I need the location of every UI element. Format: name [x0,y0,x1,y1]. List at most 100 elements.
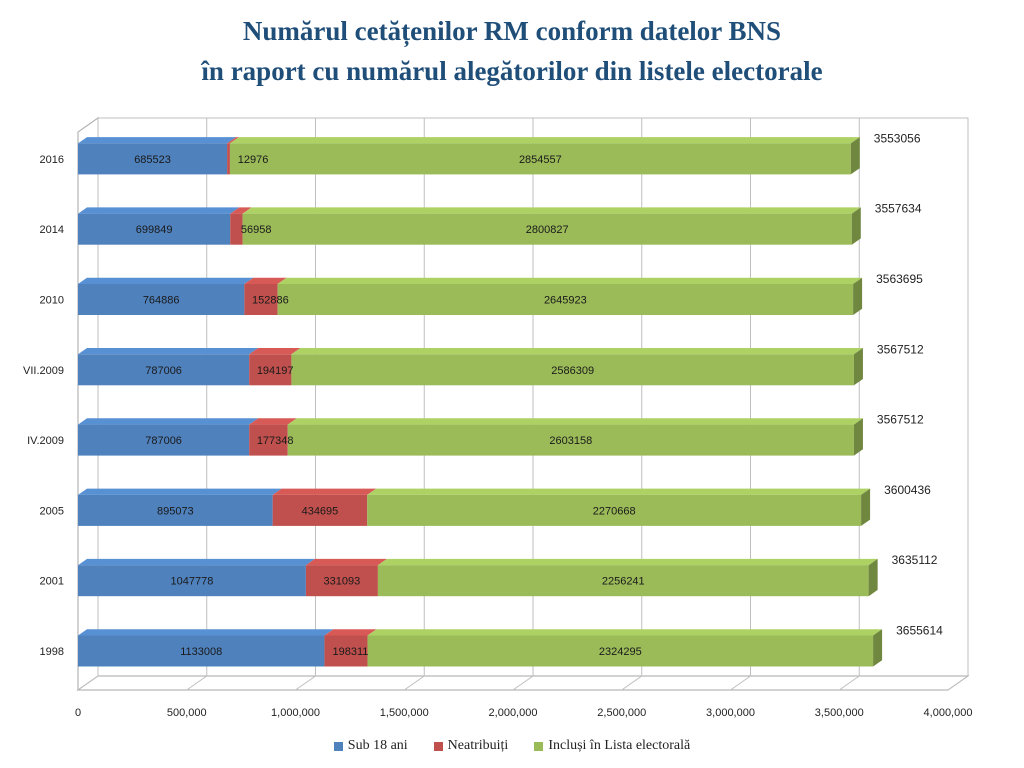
bar-top [229,137,860,144]
bar-top [242,207,861,214]
bar-top [78,629,334,636]
legend-label-inclusi: Incluși în Lista electorală [548,738,691,753]
x-tick-label: 1,000,000 [271,707,320,719]
bar-end-cap [868,558,878,597]
bar-segment [230,213,243,245]
bar-segment [227,143,230,175]
legend-label-neatribuiti: Neatribuiți [447,738,509,753]
chart-title-line-2: în raport cu numărul alegătorilor din li… [201,56,823,86]
bar-segment [249,354,292,386]
bar-segment [78,354,250,386]
gridline-floor [838,675,860,691]
bar-value-label: 787006 [145,365,182,377]
bar-total-label: 3600436 [884,483,931,497]
legend-swatch-sub18 [333,741,343,751]
bar-top [287,418,863,425]
bar-top [367,629,883,636]
y-category-label: IV.2009 [27,435,64,447]
bar-value-label: 331093 [324,576,361,588]
bar-top [249,348,301,355]
bar-top [78,207,240,214]
stacked-bar-chart: 0 500,000 1,000,000 1,500,000 2,000,000 2,500… [23,117,973,719]
bar-top [78,277,254,284]
bar-value-label: 1047778 [171,576,214,588]
x-tick-label: 0 [75,707,81,719]
bar-segment [78,494,273,526]
y-category-label: 2016 [40,154,64,166]
bar-total-label: 3567512 [877,413,924,427]
bar-segment [287,424,854,456]
legend-item-sub18: Sub 18 ani [333,738,408,754]
y-category-label: 1998 [40,646,64,658]
y-category-label: 2014 [40,224,64,236]
legend-item-neatribuiti: Neatribuiți [433,738,509,754]
chart-title-line-1: Numărul cetățenilor RM conform datelor B… [242,16,782,46]
bar-value-label: 764886 [143,295,180,307]
bar-value-label: 152886 [252,295,289,307]
bar-segment [367,494,862,526]
bar-value-label: 2270668 [593,505,636,517]
bar-top [305,558,387,566]
bar-end-cap [853,277,863,315]
bar-end-cap [853,418,863,456]
bar-value-label: 177348 [257,435,294,447]
gridline-floor [512,675,534,691]
bar-end-cap [851,207,861,245]
gridline-floor [77,675,99,691]
bar-segment [324,635,368,667]
bar-segment [305,565,378,597]
bar-total-label: 3563695 [876,272,923,286]
bar-segment [277,284,854,315]
bar-end-cap [873,629,883,667]
gridline-floor [403,675,425,691]
gridline-floor [730,675,751,691]
legend-swatch-neatribuiti [433,741,443,751]
bar-top [244,277,287,284]
chart-side-wall [77,117,99,691]
y-category-label: 2005 [40,505,64,517]
bar-value-label: 787006 [145,435,182,447]
legend-swatch-inclusi [534,741,544,751]
bar-top [249,418,297,425]
bar-segment [377,565,869,597]
bar-top [78,558,315,566]
bar-value-label: 2800827 [526,224,569,236]
bar-total-label: 3655614 [896,624,943,638]
bar-top [367,488,871,495]
legend-item-inclusi: Incluși în Lista electorală [534,738,690,754]
x-tick-label: 1,500,000 [380,707,429,719]
bar-top [324,629,377,636]
bar-value-label: 2324295 [599,646,642,658]
gridline-floor [947,675,969,691]
bar-segment [242,213,852,245]
bar-value-label: 56958 [241,224,272,236]
bar-value-label: 2256241 [602,576,645,588]
bar-end-cap [853,348,863,386]
bar-top [291,348,863,355]
bar-total-label: 3635112 [892,553,938,567]
bar-top [78,348,259,355]
x-tick-label: 4,000,000 [924,707,973,719]
bar-value-label: 12976 [238,154,269,166]
bar-value-label: 685523 [134,154,171,166]
bar-value-label: 1133008 [180,646,222,658]
bar-segment [78,213,231,245]
bar-top [78,418,259,425]
bar-value-label: 434695 [302,505,339,517]
bar-segment [272,494,368,526]
x-tick-label: 2,500,000 [597,707,646,719]
bar-top [230,207,252,214]
chart-legend: Sub 18 ani Neatribuiți Incluși în Lista … [0,738,1024,754]
bar-top [377,558,878,566]
legend-label-sub18: Sub 18 ani [347,738,408,753]
bar-total-label: 3553056 [874,131,921,145]
y-category-label: 2001 [40,576,64,588]
bar-value-label: 2645923 [544,295,587,307]
bar-top [277,277,863,284]
bar-value-label: 2603158 [549,435,592,447]
y-category-label: 2010 [40,295,64,307]
bar-value-label: 198311 [332,646,368,658]
bar-top [78,488,282,495]
bar-top [227,137,239,144]
